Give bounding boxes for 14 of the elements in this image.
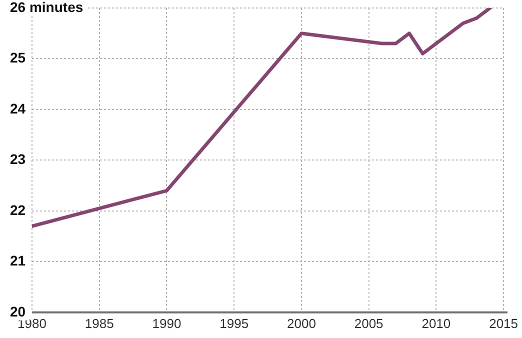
- y-tick-label: 22: [10, 202, 26, 218]
- x-tick-label: 2010: [422, 316, 451, 331]
- y-tick-label: 26 minutes: [10, 0, 84, 15]
- x-tick-label: 2015: [489, 316, 518, 331]
- y-tick-label: 23: [10, 151, 26, 168]
- x-tick-label: 1990: [152, 316, 182, 331]
- y-tick-label: 24: [10, 100, 26, 116]
- x-tick-label: 1985: [84, 316, 114, 331]
- y-tick-label: 20: [10, 303, 26, 320]
- x-tick-label: 1995: [220, 316, 249, 331]
- y-tick-label: 21: [10, 252, 26, 269]
- y-tick-label: 25: [10, 50, 26, 66]
- x-tick-label: 2005: [354, 316, 384, 331]
- x-tick-label: 2000: [286, 316, 316, 331]
